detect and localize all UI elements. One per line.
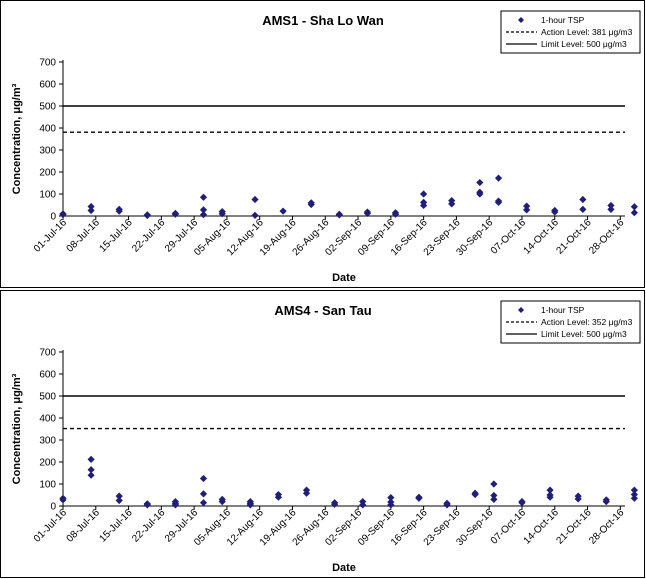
legend-label: 1-hour TSP (541, 15, 585, 25)
y-tick-label: 300 (39, 146, 56, 157)
data-point (302, 489, 311, 497)
x-tick-label: 08-Jul-16 (65, 217, 103, 255)
chart-title: AMS4 - San Tau (274, 303, 371, 318)
data-point (494, 198, 503, 206)
x-tick-label: 30-Sep-16 (455, 507, 496, 548)
data-point (218, 210, 226, 218)
x-tick-label: 01-Jul-16 (32, 217, 70, 255)
data-point (494, 174, 503, 182)
y-tick-label: 100 (39, 190, 56, 201)
data-point (630, 494, 638, 502)
data-point (518, 499, 526, 507)
legend-label: Action Level: 381 μg/m3 (541, 27, 633, 37)
x-tick-label: 22-Jul-16 (130, 217, 168, 255)
x-tick-label: 22-Jul-16 (130, 507, 168, 545)
data-point (251, 195, 259, 204)
y-tick-label: 200 (39, 458, 56, 469)
x-tick-label: 08-Jul-16 (65, 507, 103, 545)
data-point (471, 490, 479, 499)
y-axis-label: Concentration, μg/m³ (11, 83, 23, 194)
data-point (115, 207, 123, 215)
data-point (199, 499, 208, 507)
data-point (607, 201, 615, 210)
data-point (115, 496, 123, 505)
data-point (87, 206, 95, 215)
data-point (87, 471, 95, 479)
data-point (87, 455, 95, 463)
x-tick-label: 28-Oct-16 (587, 507, 627, 547)
data-point (143, 211, 151, 220)
y-tick-label: 100 (39, 480, 56, 491)
x-axis-label: Date (332, 562, 356, 574)
data-point (490, 491, 498, 500)
data-point (420, 201, 428, 210)
x-tick-label: 01-Jul-16 (32, 507, 70, 545)
data-point (490, 480, 498, 488)
data-point (199, 474, 208, 483)
legend-box (500, 300, 641, 344)
data-point (448, 200, 456, 208)
data-point (630, 209, 638, 217)
chart-panel-ams4: AMS4 - San Tau 0 100 200 300 400 500 600 700 01-J… (0, 290, 645, 578)
legend-marker-tsp (518, 307, 524, 313)
data-point (579, 195, 587, 204)
data-point (87, 466, 95, 474)
legend-label: Action Level: 352 μg/m3 (541, 317, 633, 327)
y-tick-label: 500 (39, 392, 56, 403)
y-tick-label: 0 (50, 212, 56, 223)
ams4-chart: AMS4 - San Tau 0 100 200 300 400 500 600 700 01-J… (11, 300, 641, 574)
x-tick-label: 30-Sep-16 (455, 217, 496, 258)
data-point (87, 202, 95, 211)
data-point (331, 500, 339, 508)
y-tick-label: 200 (39, 168, 56, 179)
data-point (199, 193, 208, 201)
data-point (279, 207, 287, 215)
data-point (199, 490, 208, 498)
data-point (307, 200, 315, 209)
data-point (523, 202, 531, 210)
x-tick-label: 15-Jul-16 (97, 507, 135, 545)
data-point (490, 495, 498, 503)
data-point (476, 178, 484, 187)
data-point (335, 211, 343, 219)
data-point (199, 211, 208, 219)
data-point (199, 206, 208, 214)
legend-label: Limit Level: 500 μg/m3 (541, 329, 627, 339)
data-point (579, 205, 587, 213)
chart-panel-ams1: AMS1 - Sha Lo Wan 0 100 200 300 400 500 600 700 0… (0, 0, 645, 288)
data-point (630, 490, 638, 499)
y-tick-label: 300 (39, 436, 56, 447)
y-axis-label: Concentration, μg/m³ (11, 373, 23, 484)
x-tick-label: 28-Oct-16 (587, 217, 627, 257)
data-point (143, 501, 151, 509)
y-tick-label: 400 (39, 414, 56, 425)
ams1-chart: AMS1 - Sha Lo Wan 0 100 200 300 400 500 600 700 0… (11, 10, 641, 284)
data-point (420, 190, 428, 198)
x-axis-label: Date (332, 272, 356, 284)
legend-box (500, 10, 641, 54)
data-point (546, 493, 554, 501)
data-point (274, 493, 283, 501)
legend-label: 1-hour TSP (541, 305, 585, 315)
chart-title: AMS1 - Sha Lo Wan (262, 13, 384, 28)
data-point (476, 190, 484, 198)
y-tick-label: 500 (39, 102, 56, 113)
y-tick-label: 0 (50, 502, 56, 513)
legend-marker-tsp (518, 17, 524, 23)
y-tick-label: 400 (39, 124, 56, 135)
data-point (630, 203, 638, 211)
y-tick-label: 700 (39, 58, 56, 69)
data-point (171, 210, 179, 218)
legend-label: Limit Level: 500 μg/m3 (541, 39, 627, 49)
y-tick-label: 600 (39, 80, 56, 91)
data-point (363, 209, 372, 217)
y-tick-label: 600 (39, 370, 56, 381)
data-point (391, 210, 400, 218)
data-point (523, 206, 531, 214)
data-point (551, 208, 559, 216)
data-point (607, 205, 615, 213)
x-tick-label: 15-Jul-16 (97, 217, 135, 255)
data-point (415, 494, 423, 502)
y-tick-label: 700 (39, 348, 56, 359)
